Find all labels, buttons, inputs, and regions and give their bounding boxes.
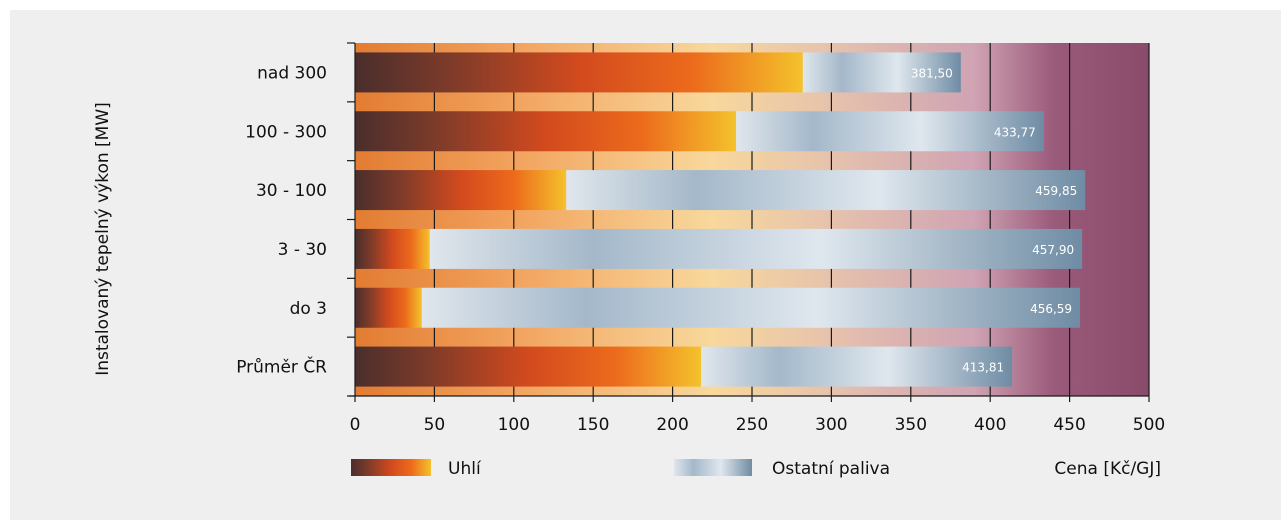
x-axis-title: Cena [Kč/GJ] — [1054, 459, 1161, 479]
value-label: 433,77 — [994, 125, 1036, 139]
y-axis: nad 300 100 - 300 30 - 100 3 - 30 do 3 Průměr… — [236, 42, 356, 397]
bar-other — [566, 170, 1086, 211]
category-label: 30 - 100 — [256, 181, 327, 201]
x-tick-label: 300 — [815, 415, 847, 435]
bar-other — [429, 228, 1083, 269]
bars: 381,50 433,77 459,85 457,90 456,59 413,81 — [355, 52, 1086, 387]
y-axis-title: Instalovaný tepelný výkon [MW] — [93, 102, 113, 376]
x-tick-label: 50 — [424, 415, 446, 435]
x-tick-label: 200 — [656, 415, 688, 435]
category-label: nad 300 — [257, 63, 327, 83]
x-tick-label: 100 — [498, 415, 530, 435]
bar-coal — [355, 228, 430, 269]
x-tick-label: 450 — [1053, 415, 1085, 435]
legend-swatch-coal — [351, 459, 431, 476]
value-label: 381,50 — [911, 66, 953, 80]
bar-other — [701, 346, 1013, 387]
legend-label-coal: Uhlí — [448, 459, 482, 479]
category-label: 100 - 300 — [245, 122, 327, 142]
bar-other — [736, 111, 1044, 152]
bar-coal — [355, 346, 702, 387]
x-axis: 0 50 100 150 200 250 300 350 400 450 500 — [349, 395, 1165, 435]
bar-coal — [355, 287, 422, 328]
gridlines — [433, 43, 1150, 396]
legend: Uhlí Ostatní paliva Cena [Kč/GJ] — [351, 459, 1161, 479]
value-label: 457,90 — [1032, 243, 1074, 257]
category-label: 3 - 30 — [278, 240, 327, 260]
bar-coal — [355, 170, 567, 211]
category-label: do 3 — [290, 299, 327, 319]
x-tick-label: 500 — [1133, 415, 1165, 435]
bar-coal — [355, 52, 803, 93]
legend-label-other: Ostatní paliva — [772, 459, 890, 479]
value-label: 413,81 — [962, 361, 1004, 375]
x-tick-label: 150 — [577, 415, 609, 435]
bar-coal — [355, 111, 737, 152]
x-tick-label: 250 — [736, 415, 768, 435]
category-label: Průměr ČR — [236, 356, 327, 378]
bar-other — [802, 52, 961, 93]
value-label: 459,85 — [1035, 184, 1077, 198]
x-tick-label: 0 — [350, 415, 361, 435]
x-tick-label: 400 — [974, 415, 1006, 435]
bar-other — [421, 287, 1081, 328]
legend-swatch-other — [674, 459, 752, 476]
x-tick-label: 350 — [895, 415, 927, 435]
value-label: 456,59 — [1030, 302, 1072, 316]
